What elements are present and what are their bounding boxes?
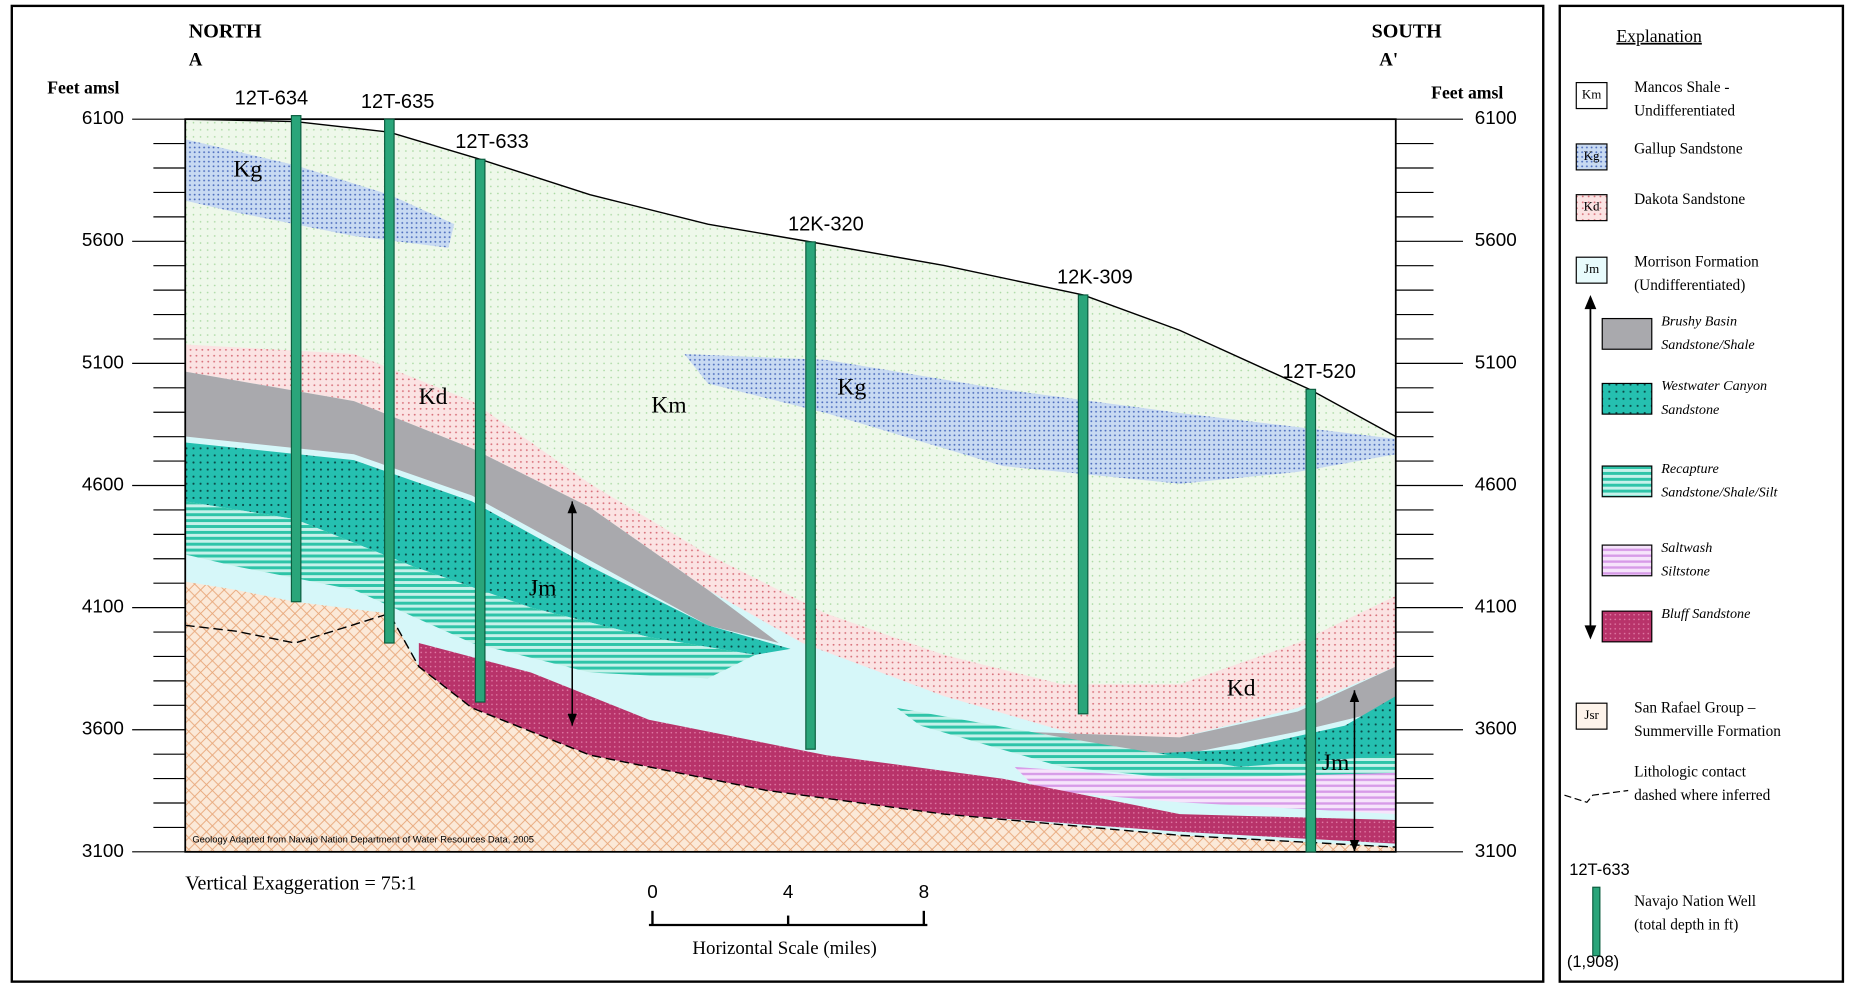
well-label: 12T-635 xyxy=(361,91,435,113)
legend-symbol: Kg xyxy=(1584,148,1600,163)
legend-swatch xyxy=(1602,611,1652,642)
legend-text: (Undifferentiated) xyxy=(1634,277,1745,294)
legend-text: Gallup Sandstone xyxy=(1634,140,1743,157)
elevation-label: 4100 xyxy=(1475,596,1517,617)
axis-title: Feet amsl xyxy=(47,78,119,98)
legend-text: Sandstone/Shale xyxy=(1661,337,1754,353)
legend-well-label: 12T-633 xyxy=(1569,861,1630,879)
well-label: 12T-633 xyxy=(455,131,529,153)
legend-well xyxy=(1593,887,1600,955)
legend-text: Saltwash xyxy=(1661,540,1712,556)
elevation-label: 5600 xyxy=(82,229,124,250)
legend-text: San Rafael Group – xyxy=(1634,700,1756,717)
legend-swatch xyxy=(1602,383,1652,414)
formation-label: Jm xyxy=(529,575,557,601)
legend-contact xyxy=(1564,790,1628,802)
legend-symbol: Km xyxy=(1582,87,1601,102)
well-label: 12T-634 xyxy=(235,87,309,109)
legend-symbol: Kd xyxy=(1584,199,1600,214)
well xyxy=(1078,295,1087,714)
section-label: A xyxy=(189,50,203,71)
scale-label: 4 xyxy=(783,881,794,902)
arrow-head xyxy=(1585,625,1597,639)
well xyxy=(291,116,300,602)
legend-text: Recapture xyxy=(1660,461,1719,477)
well-label: 12K-320 xyxy=(788,214,864,236)
formation-label: Kg xyxy=(837,375,866,401)
legend-swatch xyxy=(1602,545,1652,576)
axis-title: Feet amsl xyxy=(1431,82,1503,102)
scale-title: Horizontal Scale (miles) xyxy=(692,938,876,959)
elevation-label: 5100 xyxy=(1475,351,1517,372)
elevation-label: 4100 xyxy=(82,596,124,617)
elevation-label: 4600 xyxy=(82,473,124,494)
elevation-label: 4600 xyxy=(1475,473,1517,494)
well xyxy=(475,159,484,702)
legend-text: Mancos Shale - xyxy=(1634,79,1729,96)
legend-text: Siltstone xyxy=(1661,563,1710,579)
legend-swatch xyxy=(1602,319,1652,350)
legend-swatch xyxy=(1602,466,1652,497)
well xyxy=(806,242,815,749)
elevation-label: 5100 xyxy=(82,351,124,372)
legend-text: Sandstone/Shale/Silt xyxy=(1661,484,1778,500)
legend-text: Summerville Formation xyxy=(1634,723,1781,740)
exaggeration-note: Vertical Exaggeration = 75:1 xyxy=(185,872,416,894)
legend-text: dashed where inferred xyxy=(1634,787,1771,804)
arrow-head xyxy=(1585,295,1597,309)
scale-label: 8 xyxy=(919,881,930,902)
formation-label: Kd xyxy=(419,384,448,410)
legend-text: Lithologic contact xyxy=(1634,763,1747,780)
legend-title: Explanation xyxy=(1616,26,1702,46)
cross-section: NORTH A SOUTH A' Feet amsl Feet amsl 6100 6100 5… xyxy=(0,0,1850,988)
well xyxy=(1306,389,1315,851)
formation-label: Kd xyxy=(1227,676,1256,702)
legend-symbol: Jsr xyxy=(1584,707,1599,722)
source-note: Geology Adapted from Navajo Nation Depar… xyxy=(192,834,534,845)
legend-symbol: Jm xyxy=(1584,261,1599,276)
elevation-label: 6100 xyxy=(1475,107,1517,128)
elevation-label: 3600 xyxy=(82,718,124,739)
elevation-label: 5600 xyxy=(1475,229,1517,250)
section-label: A' xyxy=(1379,50,1398,71)
legend-text: Brushy Basin xyxy=(1661,313,1737,329)
elevation-label: 3100 xyxy=(1475,840,1517,861)
formation-label: Kg xyxy=(233,156,262,182)
legend-text: Westwater Canyon xyxy=(1661,378,1767,394)
direction-label: SOUTH xyxy=(1372,21,1443,43)
legend-text: Sandstone xyxy=(1661,402,1719,418)
direction-label: NORTH xyxy=(189,21,262,43)
formation-label: Jm xyxy=(1322,750,1350,776)
well xyxy=(385,119,394,643)
scale-label: 0 xyxy=(647,881,657,902)
well-label: 12T-520 xyxy=(1282,361,1356,383)
legend-text: (total depth in ft) xyxy=(1634,917,1738,934)
legend-text: Morrison Formation xyxy=(1634,254,1759,271)
legend-well-depth: (1,908) xyxy=(1567,953,1619,971)
well-label: 12K-309 xyxy=(1057,267,1133,289)
legend-text: Dakota Sandstone xyxy=(1634,191,1745,208)
elevation-label: 3600 xyxy=(1475,718,1517,739)
legend-text: Navajo Nation Well xyxy=(1634,893,1756,910)
legend-text: Bluff Sandstone xyxy=(1661,606,1750,622)
elevation-label: 6100 xyxy=(82,107,124,128)
legend-text: Undifferentiated xyxy=(1634,103,1735,120)
elevation-label: 3100 xyxy=(82,840,124,861)
formation-label: Km xyxy=(651,392,686,418)
page: {"header":{"north":"NORTH","south":"SOUT… xyxy=(0,0,1850,988)
